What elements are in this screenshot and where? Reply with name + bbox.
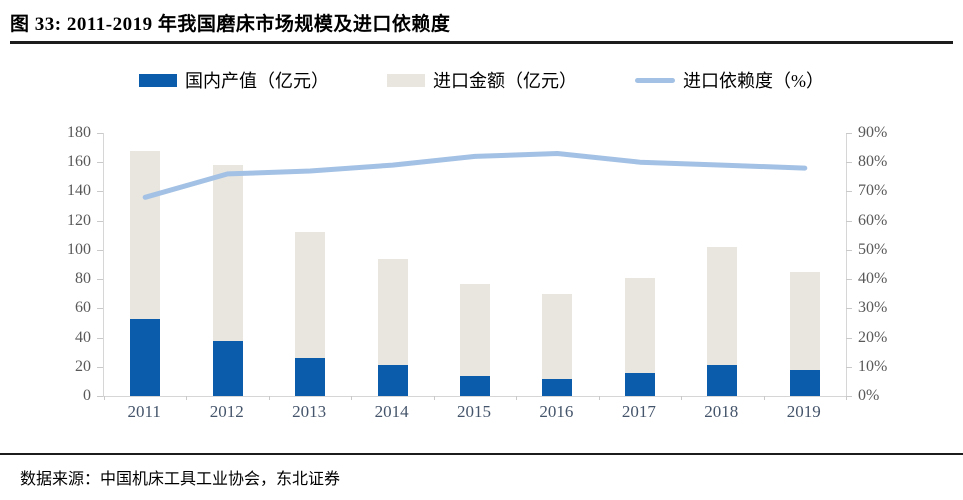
right-axis-tick bbox=[846, 308, 852, 310]
legend-label-import: 进口金额（亿元） bbox=[433, 71, 577, 91]
x-axis-tick bbox=[681, 396, 683, 400]
x-axis-label: 2016 bbox=[539, 402, 574, 421]
right-axis-label: 50% bbox=[858, 240, 888, 258]
left-axis-tick bbox=[97, 162, 103, 164]
right-axis-tick bbox=[846, 220, 852, 222]
right-axis-label: 10% bbox=[858, 357, 888, 375]
plot-area bbox=[97, 133, 852, 400]
left-axis-label: 140 bbox=[67, 182, 91, 200]
legend-item-domestic: 国内产值（亿元） bbox=[139, 67, 329, 93]
left-axis-label: 20 bbox=[75, 357, 91, 375]
bar-import-2012 bbox=[212, 165, 243, 341]
left-axis-label: 180 bbox=[67, 124, 91, 141]
x-axis-label: 2012 bbox=[209, 402, 244, 421]
bar-domestic-2015 bbox=[460, 375, 490, 396]
right-axis-label: 90% bbox=[858, 124, 888, 141]
legend-item-import: 进口金额（亿元） bbox=[387, 67, 577, 93]
right-axis-tick bbox=[846, 337, 852, 339]
right-axis-label: 30% bbox=[858, 299, 888, 317]
x-axis-label: 2015 bbox=[457, 402, 491, 421]
right-axis-tick bbox=[846, 249, 852, 251]
x-axis-tick bbox=[598, 396, 600, 400]
x-axis-tick bbox=[351, 396, 353, 400]
x-axis-tick bbox=[763, 396, 765, 400]
right-axis-label: 60% bbox=[858, 211, 888, 229]
right-axis-tick bbox=[846, 396, 852, 397]
right-axis-label: 40% bbox=[858, 270, 888, 288]
bar-import-2017 bbox=[624, 277, 655, 373]
x-axis-tick bbox=[846, 396, 847, 400]
left-axis-label: 80 bbox=[75, 270, 91, 288]
bottom-divider bbox=[0, 453, 963, 455]
bar-import-2016 bbox=[542, 293, 573, 379]
x-axis-label: 2019 bbox=[786, 402, 821, 421]
chart-area: 180 160 140 120 100 80 60 40 20 0 90% 80% 70% 60% 50% 4… bbox=[0, 93, 963, 441]
left-axis-label: 0 bbox=[83, 387, 91, 404]
x-axis-tick bbox=[104, 396, 105, 400]
left-axis-label: 160 bbox=[67, 153, 91, 171]
bar-import-2015 bbox=[460, 283, 490, 376]
dependency-line bbox=[142, 151, 808, 200]
domestic-bar-swatch bbox=[139, 73, 177, 87]
chart-legend: 国内产值（亿元） 进口金额（亿元） 进口依赖度（%） bbox=[0, 67, 963, 93]
right-axis-label: 20% bbox=[858, 328, 888, 346]
left-axis-label: 100 bbox=[67, 240, 91, 258]
left-axis-label: 40 bbox=[75, 328, 91, 346]
title-divider bbox=[10, 41, 953, 44]
dependency-line-swatch bbox=[635, 77, 675, 83]
x-axis-label: 2013 bbox=[292, 402, 327, 421]
left-axis-tick bbox=[97, 366, 103, 368]
bar-domestic-2014 bbox=[377, 365, 408, 396]
x-axis-tick bbox=[186, 396, 188, 400]
right-axis-tick bbox=[846, 366, 852, 368]
left-axis-tick bbox=[97, 396, 103, 397]
left-axis-tick bbox=[97, 279, 103, 281]
source-note: 数据来源：中国机床工具工业协会，东北证券 bbox=[20, 471, 341, 488]
bar-import-2011 bbox=[130, 150, 161, 319]
x-axis-label: 2014 bbox=[374, 402, 409, 421]
x-axis-label: 2011 bbox=[127, 402, 161, 421]
bar-domestic-2018 bbox=[707, 365, 738, 396]
left-axis-tick bbox=[97, 337, 103, 339]
left-axis-tick bbox=[97, 191, 103, 193]
bar-domestic-2017 bbox=[624, 372, 655, 396]
legend-item-dependency: 进口依赖度（%） bbox=[635, 67, 824, 93]
left-axis-tick bbox=[97, 133, 103, 134]
left-axis-label: 120 bbox=[67, 211, 91, 229]
left-axis-tick bbox=[97, 308, 103, 310]
bar-import-2019 bbox=[789, 271, 820, 370]
figure-title: 图 33: 2011-2019 年我国磨床市场规模及进口依赖度 bbox=[10, 14, 451, 35]
bar-import-2014 bbox=[377, 258, 408, 366]
right-axis-tick bbox=[846, 279, 852, 281]
x-axis-tick bbox=[433, 396, 435, 400]
x-axis-label: 2017 bbox=[621, 402, 656, 421]
legend-label-dependency: 进口依赖度（%） bbox=[683, 71, 824, 91]
right-axis-label: 0% bbox=[858, 387, 880, 404]
bar-import-2013 bbox=[295, 232, 326, 358]
right-axis-label: 70% bbox=[858, 182, 888, 200]
left-axis-tick bbox=[97, 249, 103, 251]
bar-domestic-2013 bbox=[295, 358, 326, 396]
bar-domestic-2016 bbox=[542, 378, 573, 396]
legend-label-domestic: 国内产值（亿元） bbox=[185, 71, 329, 91]
x-axis-tick bbox=[268, 396, 270, 400]
x-axis-label: 2018 bbox=[704, 402, 739, 421]
bar-domestic-2012 bbox=[212, 340, 243, 396]
bar-import-2018 bbox=[707, 246, 738, 366]
right-axis-tick bbox=[846, 162, 852, 164]
bar-domestic-2011 bbox=[130, 318, 161, 396]
left-axis-tick bbox=[97, 220, 103, 222]
right-axis-label: 80% bbox=[858, 153, 888, 171]
bar-domestic-2019 bbox=[789, 369, 820, 396]
import-bar-swatch bbox=[387, 73, 425, 87]
right-axis-tick bbox=[846, 133, 852, 134]
x-axis-tick bbox=[516, 396, 518, 400]
left-axis-label: 60 bbox=[75, 299, 91, 317]
right-axis-tick bbox=[846, 191, 852, 193]
